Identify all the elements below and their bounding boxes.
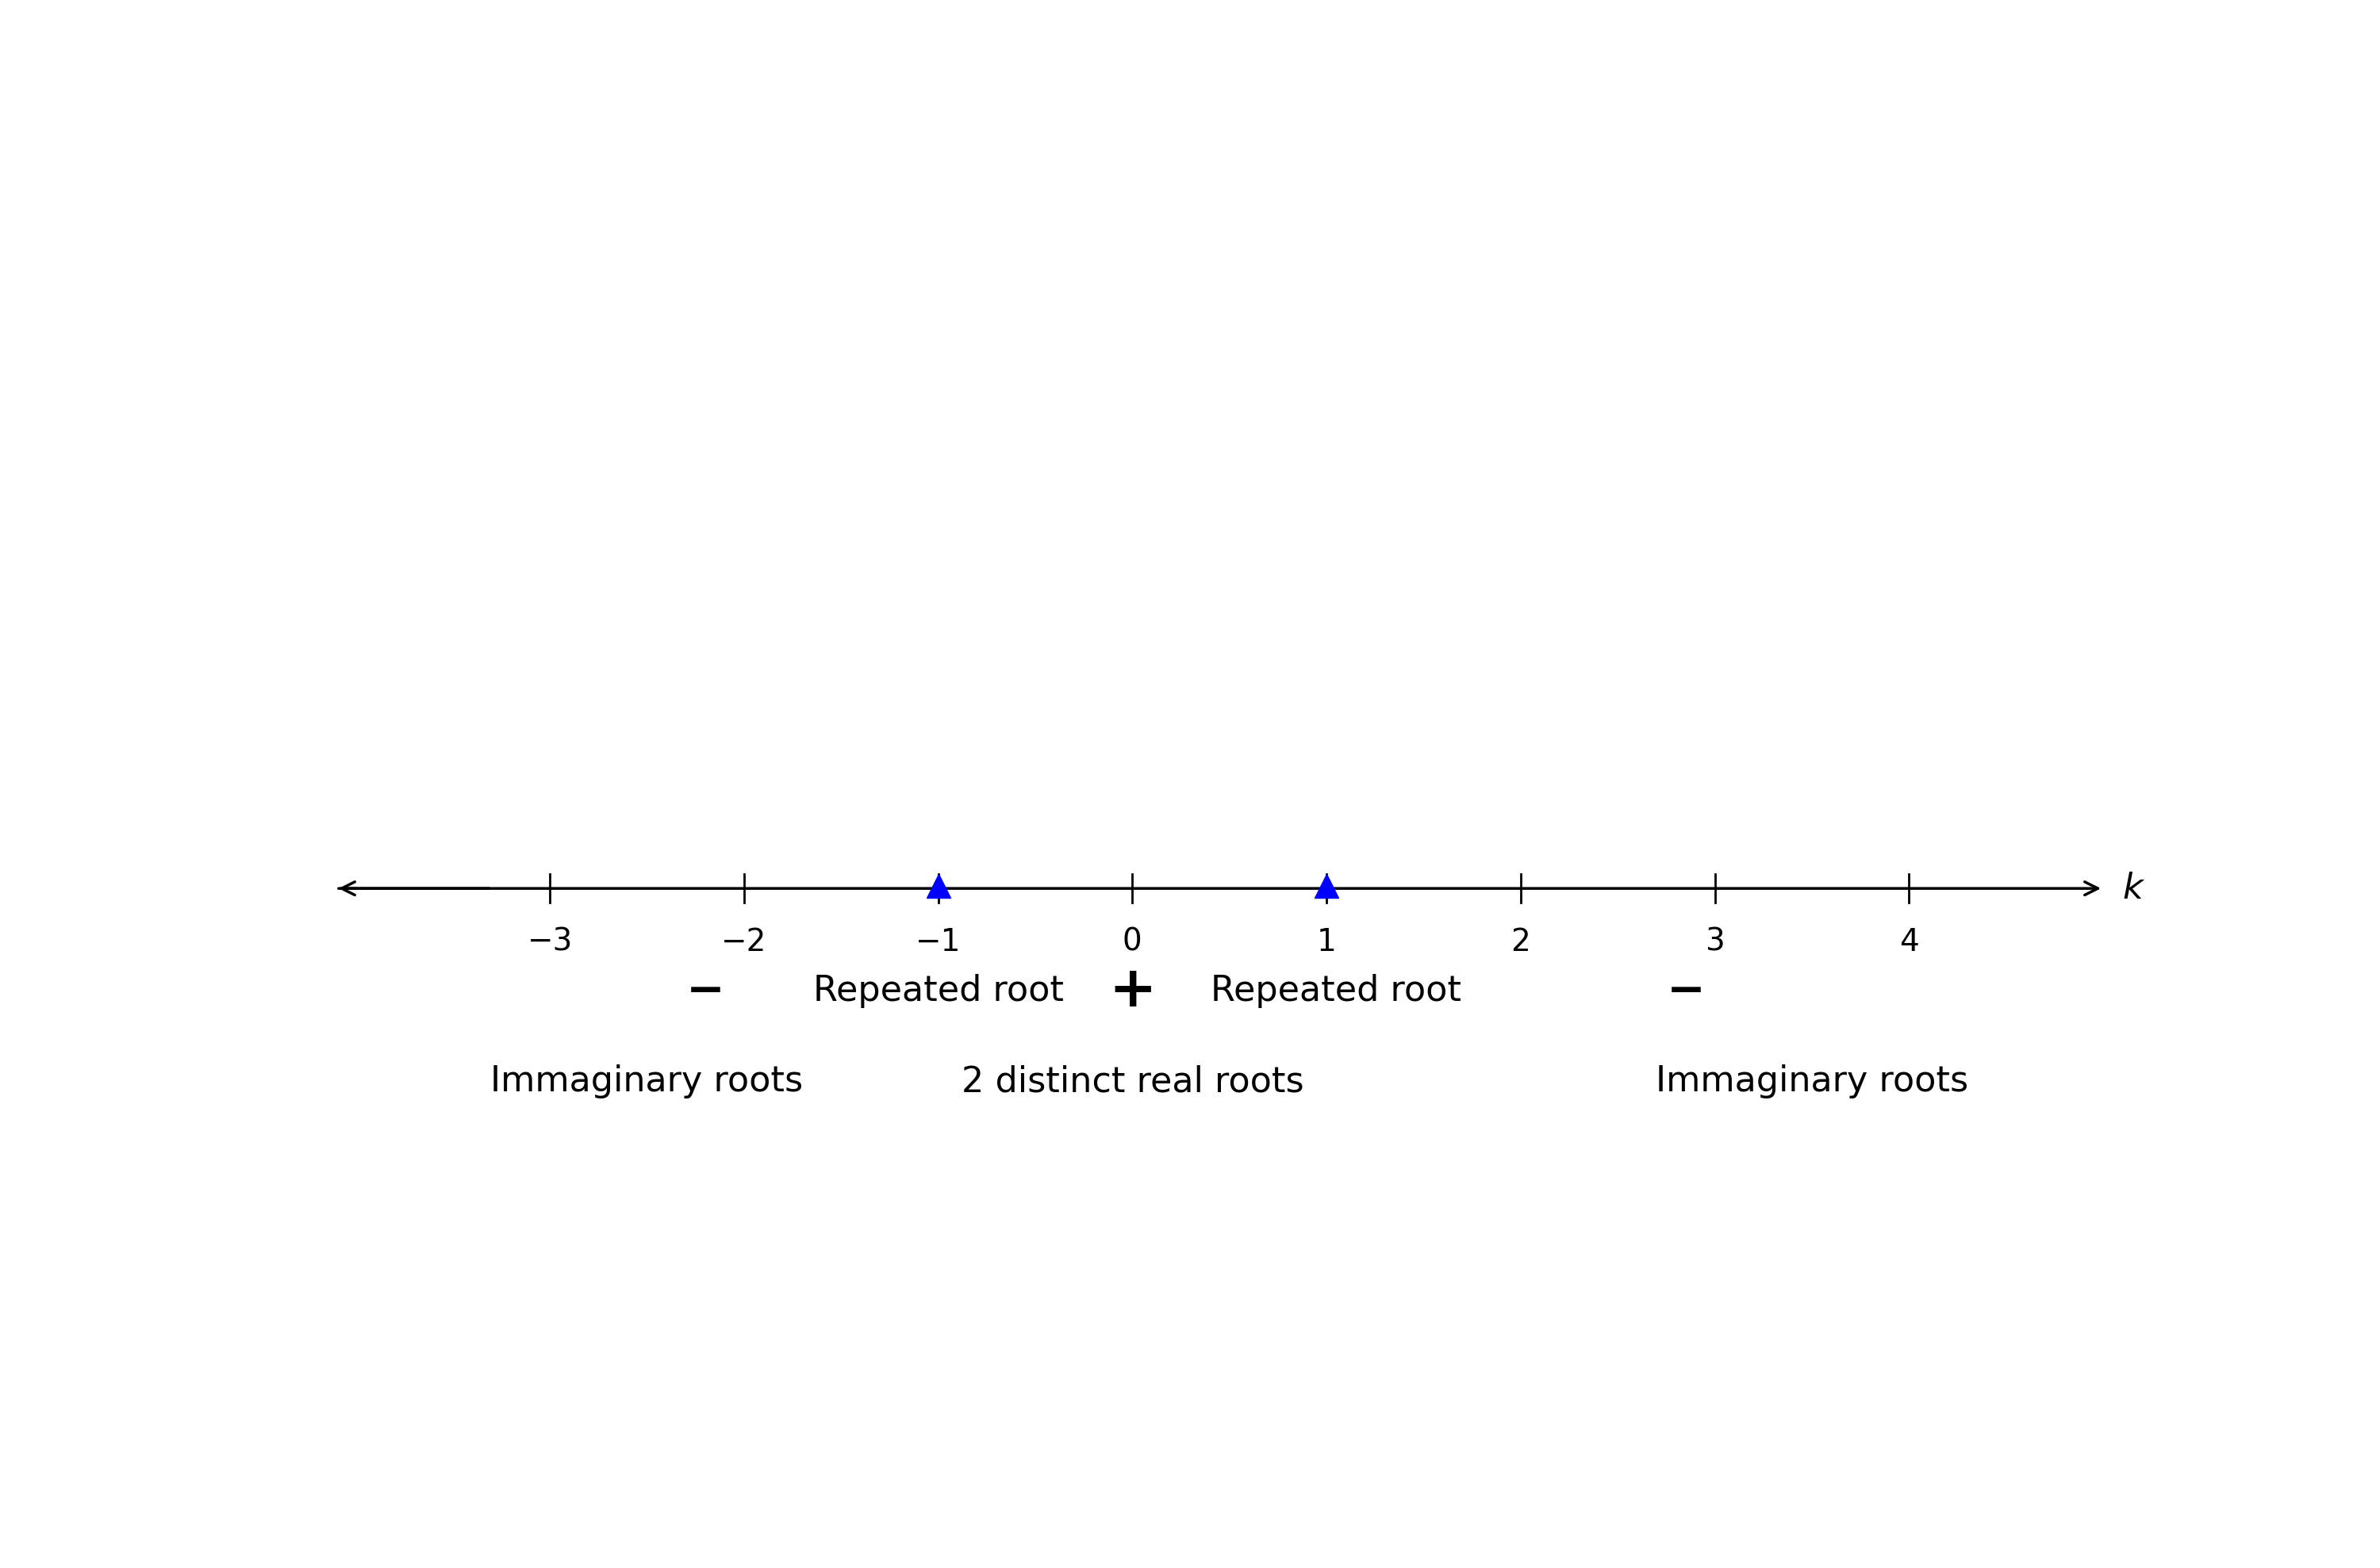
Text: −: −: [1666, 969, 1704, 1013]
Text: −2: −2: [721, 927, 766, 956]
Text: 3: 3: [1704, 927, 1726, 956]
Text: 4: 4: [1899, 927, 1918, 956]
Text: Repeated root: Repeated root: [1211, 974, 1461, 1008]
Text: 2 distinct real roots: 2 distinct real roots: [962, 1065, 1304, 1099]
Text: 1: 1: [1316, 927, 1338, 956]
Text: +: +: [1109, 964, 1157, 1019]
Text: 0: 0: [1123, 927, 1142, 956]
Text: Repeated root: Repeated root: [814, 974, 1064, 1008]
Text: −3: −3: [526, 927, 574, 956]
Text: Immaginary roots: Immaginary roots: [490, 1065, 804, 1099]
Text: 2: 2: [1511, 927, 1530, 956]
Text: Immaginary roots: Immaginary roots: [1656, 1065, 1968, 1099]
Text: −: −: [685, 969, 724, 1013]
Text: −1: −1: [916, 927, 962, 956]
Text: k: k: [2123, 872, 2142, 905]
